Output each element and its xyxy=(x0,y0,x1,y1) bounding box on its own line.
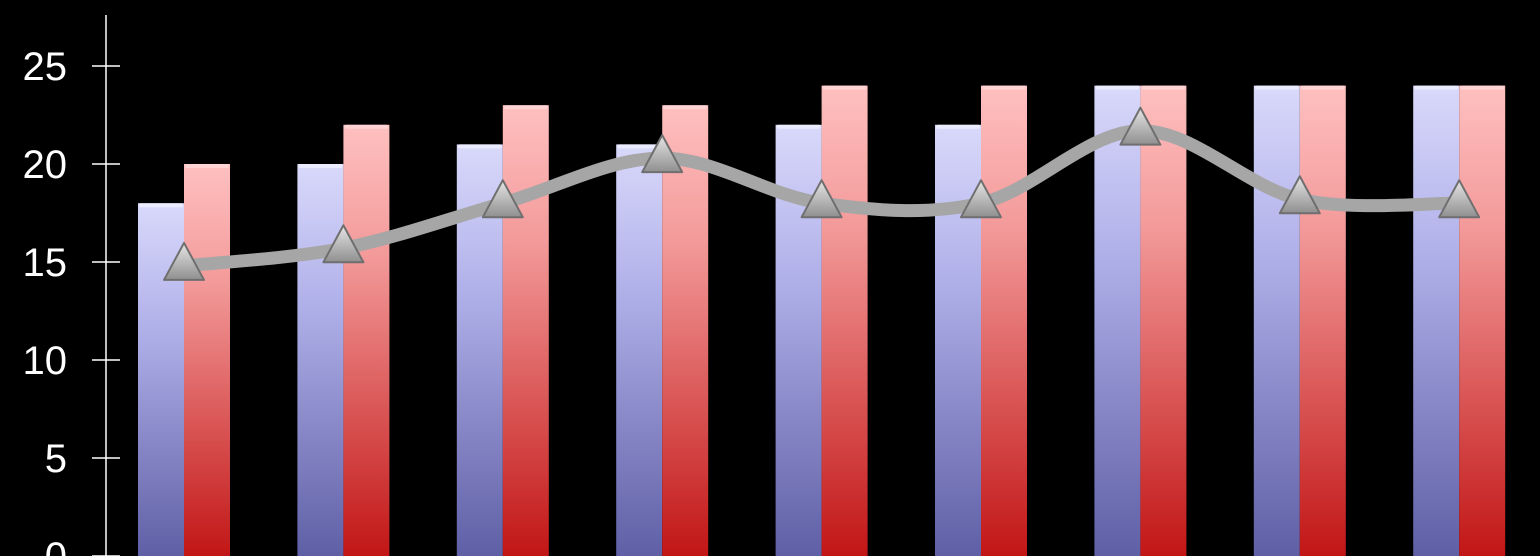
bar-s1-9 xyxy=(1413,85,1460,556)
y-tick-label-10: 10 xyxy=(23,339,68,383)
line-marker-8 xyxy=(1278,175,1321,215)
line-marker-4 xyxy=(641,134,684,174)
bar-cap-s1-2 xyxy=(298,164,343,168)
bar-cap-s1-3 xyxy=(457,144,502,149)
bar-s2-9 xyxy=(1459,85,1506,556)
line-marker-1 xyxy=(163,241,205,281)
bar-cap-s2-8 xyxy=(1300,85,1345,90)
bar-cap-s1-6 xyxy=(936,124,980,129)
bar-s1-6 xyxy=(935,124,981,556)
bar-s1-7 xyxy=(1094,85,1141,556)
bar-cap-s1-1 xyxy=(139,203,183,208)
line-marker-6 xyxy=(960,179,1002,219)
bar-cap-s2-9 xyxy=(1460,85,1505,90)
bar-s2-2 xyxy=(343,124,390,556)
bar-cap-s1-8 xyxy=(1254,85,1299,90)
line-marker-2 xyxy=(322,224,365,264)
y-tick-label-25: 25 xyxy=(23,45,68,89)
bar-cap-s2-1 xyxy=(185,164,229,168)
line-marker-9 xyxy=(1438,179,1481,219)
bar-s2-3 xyxy=(502,105,549,556)
y-tick-label-15: 15 xyxy=(23,241,68,285)
y-axis: 0 5 10 15 20 25 xyxy=(23,15,120,556)
y-tick-label-0: 0 xyxy=(45,535,67,556)
bar-cap-s2-6 xyxy=(982,85,1026,90)
bar-s2-5 xyxy=(821,85,868,556)
bar-cap-s1-7 xyxy=(1095,85,1140,90)
bars-layer xyxy=(138,85,1506,556)
bar-cap-s1-4 xyxy=(617,144,662,149)
bar-cap-s1-9 xyxy=(1414,85,1459,90)
bar-cap-s1-5 xyxy=(776,124,821,129)
y-tick-label-5: 5 xyxy=(45,437,67,481)
bar-s2-4 xyxy=(662,105,709,556)
line-marker-5 xyxy=(800,179,843,219)
markers-layer xyxy=(163,106,1481,281)
bar-s2-8 xyxy=(1299,85,1346,556)
bar-cap-s2-7 xyxy=(1141,85,1186,90)
bar-s2-6 xyxy=(981,85,1027,556)
bar-cap-s2-4 xyxy=(663,105,708,110)
bar-s1-2 xyxy=(297,164,344,556)
bar-s2-1 xyxy=(184,164,230,556)
line-marker-3 xyxy=(481,179,524,219)
bar-s2-7 xyxy=(1140,85,1187,556)
y-tick-label-20: 20 xyxy=(23,143,68,187)
bar-cap-s2-5 xyxy=(822,85,867,90)
line-marker-7 xyxy=(1119,106,1162,146)
bar-cap-s2-2 xyxy=(344,124,389,129)
bar-s1-4 xyxy=(616,144,663,556)
bar-cap-s2-3 xyxy=(503,105,548,110)
bar-s1-8 xyxy=(1253,85,1300,556)
